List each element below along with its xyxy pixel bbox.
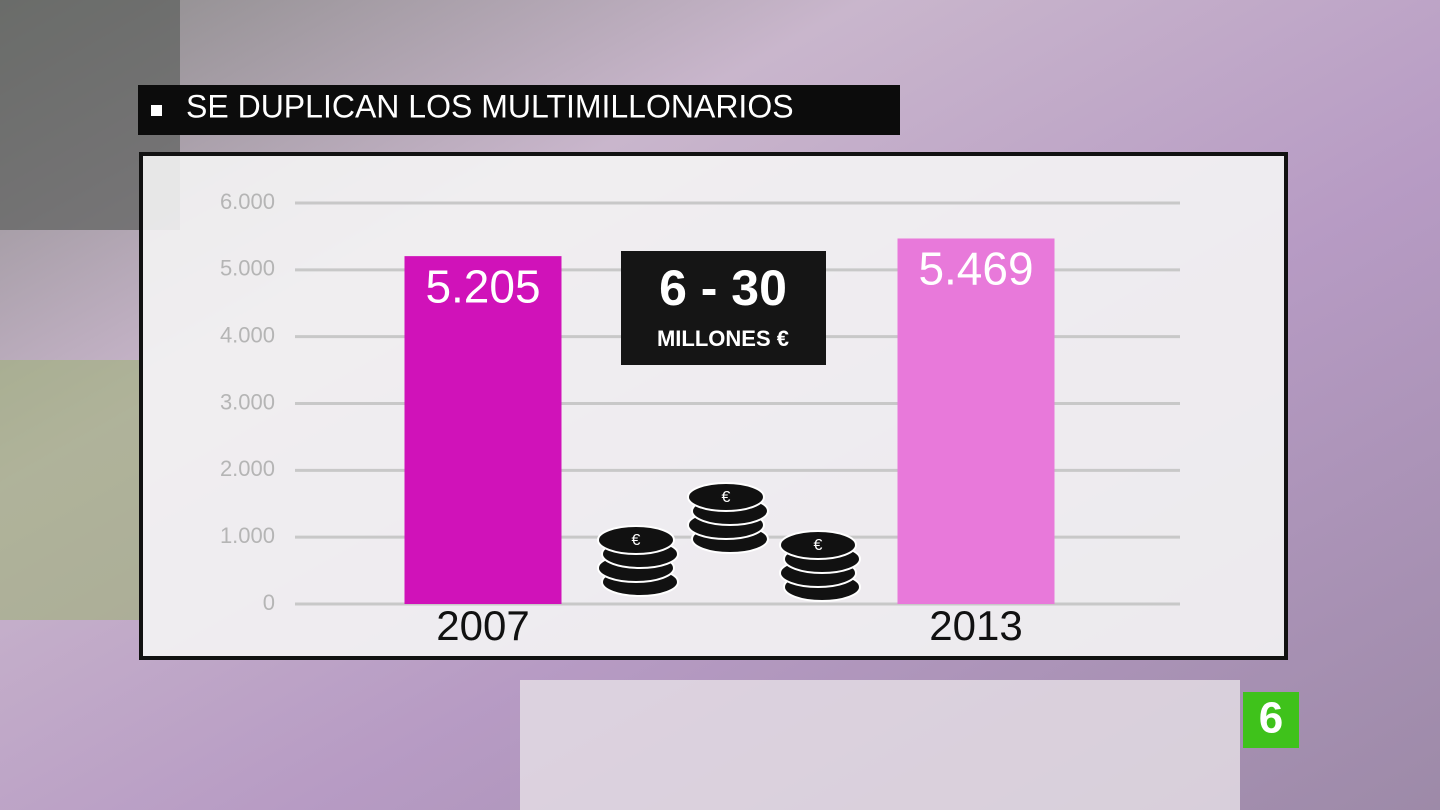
y-tick-label: 6.000 bbox=[220, 189, 275, 214]
background-note bbox=[520, 680, 1240, 810]
background-note bbox=[0, 360, 140, 620]
bar bbox=[897, 238, 1055, 604]
y-tick-label: 5.000 bbox=[220, 256, 275, 281]
y-tick-label: 2.000 bbox=[220, 456, 275, 481]
x-tick-label: 2013 bbox=[929, 602, 1022, 649]
y-tick-label: 4.000 bbox=[220, 322, 275, 347]
coin bbox=[597, 525, 675, 555]
title-bar bbox=[138, 85, 900, 135]
coins-icon: € € € bbox=[597, 482, 861, 602]
y-tick-label: 0 bbox=[263, 590, 275, 615]
y-tick-label: 1.000 bbox=[220, 523, 275, 548]
coin-symbol: € bbox=[722, 489, 731, 506]
plot-panel bbox=[139, 152, 1288, 660]
coin bbox=[779, 530, 857, 560]
y-tick-label: 3.000 bbox=[220, 389, 275, 414]
coin-symbol: € bbox=[632, 532, 641, 549]
chart-title: SE DUPLICAN LOS MULTIMILLONARIOS bbox=[186, 88, 794, 124]
title-bullet bbox=[151, 105, 162, 116]
value-label: 5.469 bbox=[918, 243, 1033, 295]
value-label: 5.205 bbox=[425, 260, 540, 312]
channel-logo: 6 bbox=[1259, 694, 1283, 743]
annotation-subtitle: MILLONES € bbox=[657, 326, 789, 351]
bar bbox=[404, 256, 562, 604]
coin-symbol: € bbox=[814, 537, 823, 554]
x-tick-label: 2007 bbox=[436, 602, 529, 649]
channel-logo-box bbox=[1243, 692, 1299, 748]
annotation-box bbox=[621, 251, 826, 365]
annotation-title: 6 - 30 bbox=[659, 260, 787, 316]
coin bbox=[687, 482, 765, 512]
